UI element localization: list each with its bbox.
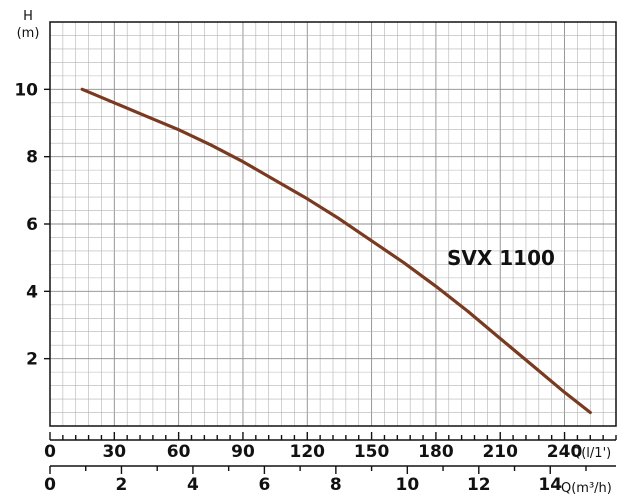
x-tick-label-m3h: 10 (395, 475, 419, 495)
x-axis-label-lpm: Q(l/1') (571, 446, 611, 461)
series-label: SVX 1100 (447, 246, 555, 270)
x-tick-label-lpm: 30 (102, 442, 126, 462)
x-tick-label-lpm: 150 (354, 442, 390, 462)
x-tick-label-lpm: 240 (547, 442, 583, 462)
x-tick-label-m3h: 8 (330, 475, 342, 495)
x-tick-label-m3h: 2 (116, 475, 128, 495)
y-axis-label-symbol: H (23, 9, 33, 24)
y-axis-label-unit: (m) (17, 26, 40, 41)
x-tick-label-m3h: 0 (44, 475, 56, 495)
x-axis-label-m3h: Q(m³/h) (561, 481, 612, 496)
x-tick-label-lpm: 90 (231, 442, 255, 462)
x-tick-label-lpm: 210 (482, 442, 518, 462)
axes: 2 4 6 8 10 0 30 60 90 120 150 180 210 240 0 2 4 6 8 10 12 14 (14, 80, 617, 495)
y-tick-label: 6 (26, 215, 38, 235)
y-tick-label: 10 (14, 80, 38, 100)
x-tick-label-m3h: 4 (187, 475, 199, 495)
x-tick-label-lpm: 60 (167, 442, 191, 462)
x-tick-label-lpm: 180 (418, 442, 454, 462)
x-tick-label-lpm: 0 (44, 442, 56, 462)
x-tick-label-m3h: 12 (467, 475, 491, 495)
y-tick-label: 8 (26, 148, 38, 168)
x-tick-label-m3h: 6 (258, 475, 270, 495)
y-tick-label: 4 (26, 282, 38, 302)
series-line-svx-1100 (80, 87, 592, 415)
y-tick-label: 2 (26, 350, 38, 370)
x-tick-label-m3h: 14 (538, 475, 562, 495)
x-tick-label-lpm: 120 (290, 442, 326, 462)
